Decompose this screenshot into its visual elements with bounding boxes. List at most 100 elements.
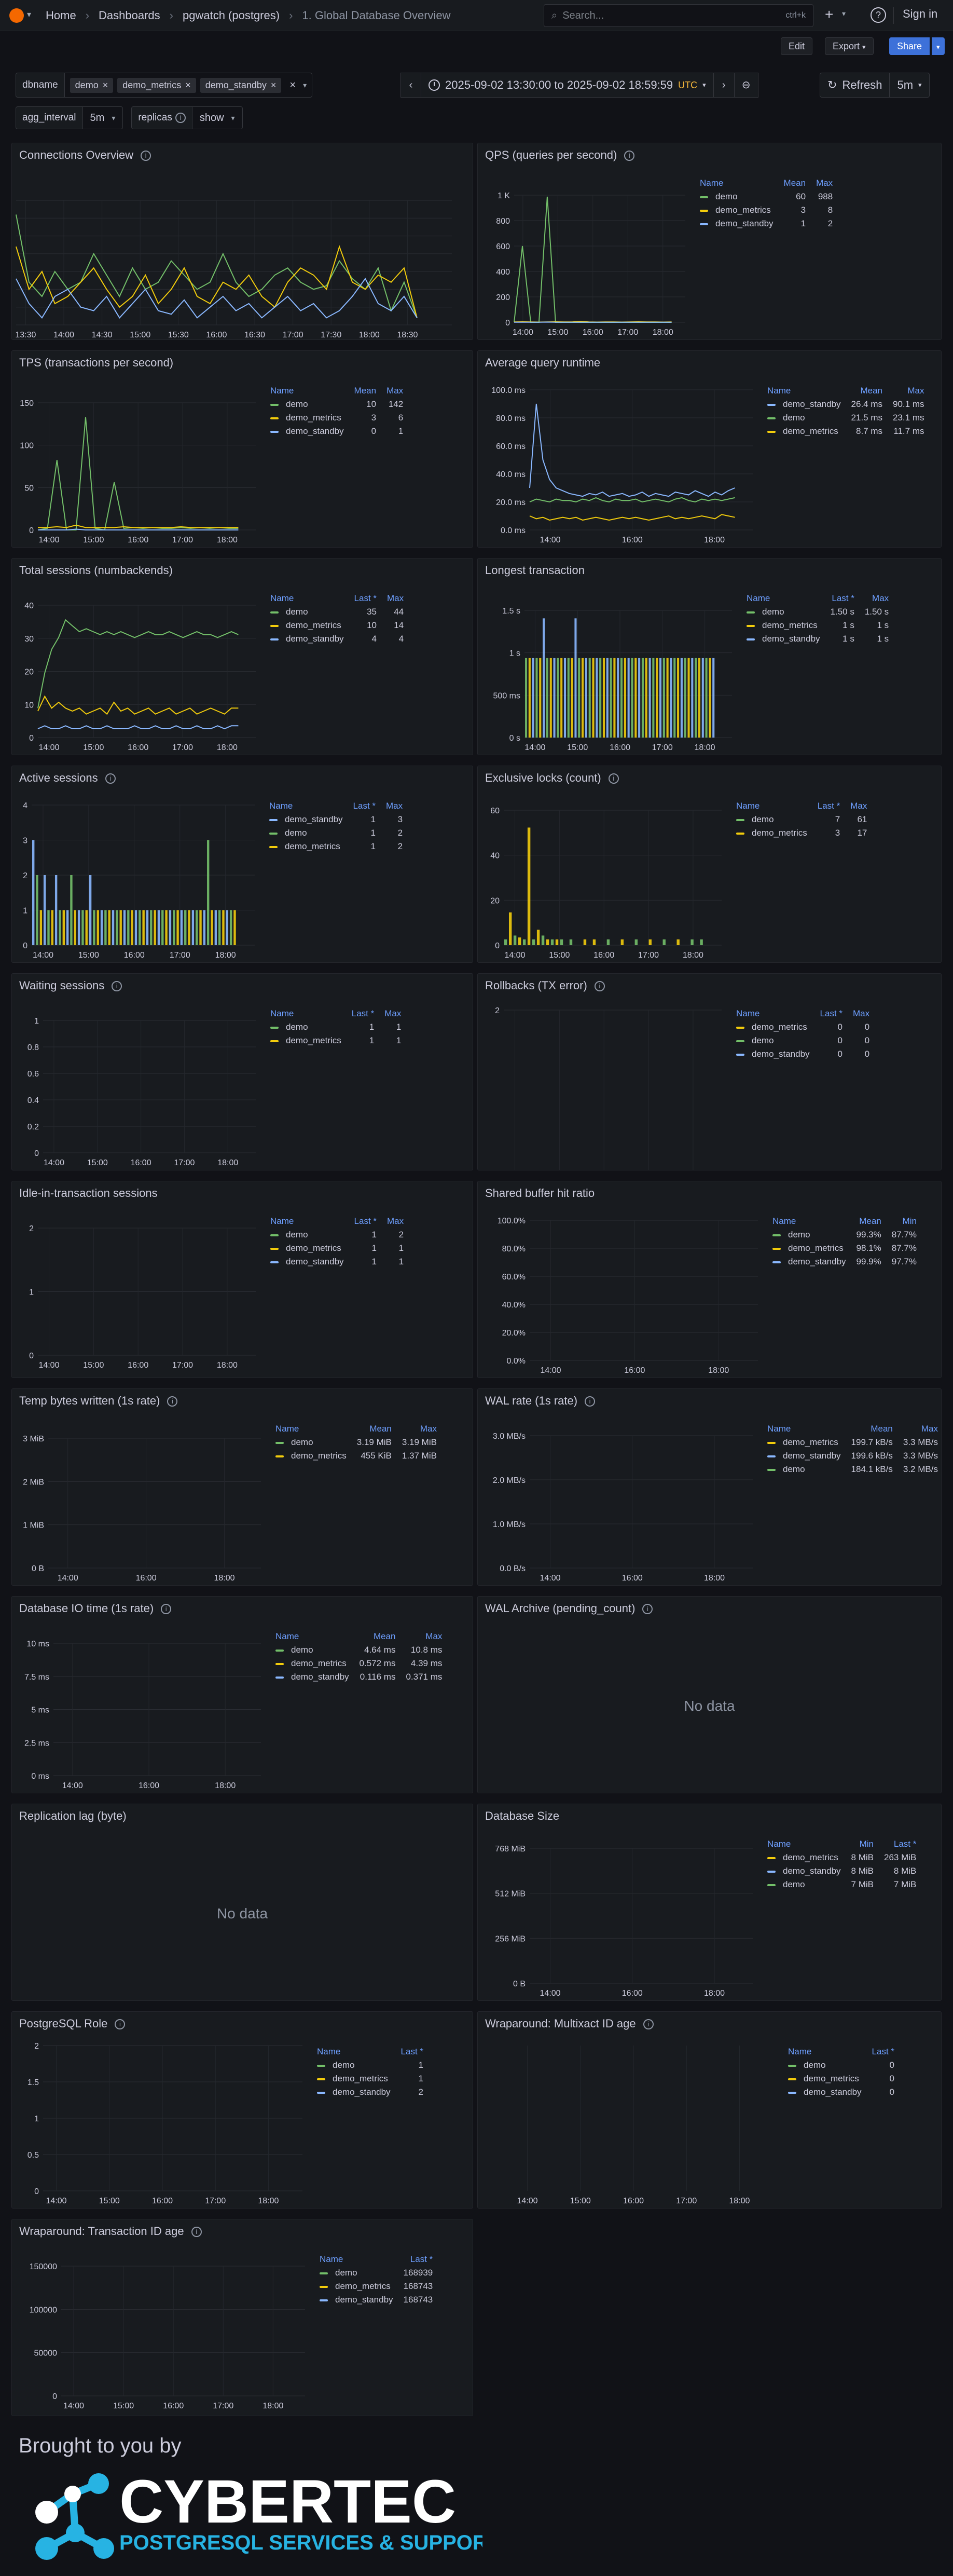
info-icon[interactable]: i bbox=[105, 773, 116, 784]
legend-row[interactable]: demo_metrics 98.1% 87.7% bbox=[767, 1242, 922, 1255]
refresh-interval-select[interactable]: 5m ▾ bbox=[890, 73, 930, 98]
legend-row[interactable]: demo_standby 4 4 bbox=[265, 632, 409, 646]
legend-row[interactable]: demo_standby 0 0 bbox=[731, 1047, 875, 1061]
legend-row[interactable]: demo 1 2 bbox=[265, 1228, 409, 1242]
legend-column-header[interactable]: Mean bbox=[369, 1424, 392, 1434]
legend-row[interactable]: demo_standby 0.116 ms 0.371 ms bbox=[270, 1670, 447, 1684]
legend-row[interactable]: demo_standby 1 2 bbox=[695, 217, 838, 230]
legend-column-header[interactable]: Last * bbox=[354, 1216, 377, 1226]
legend-row[interactable]: demo 184.1 kB/s 3.2 MB/s bbox=[762, 1463, 941, 1476]
legend-row[interactable]: demo_metrics 0.572 ms 4.39 ms bbox=[270, 1657, 447, 1670]
legend-row[interactable]: demo 60 988 bbox=[695, 190, 838, 203]
legend-row[interactable]: demo_metrics 3 6 bbox=[265, 411, 408, 425]
legend-row[interactable]: demo_metrics 1 1 bbox=[265, 1034, 406, 1047]
info-icon[interactable]: i bbox=[161, 1604, 172, 1615]
export-button[interactable]: Export ▾ bbox=[825, 37, 874, 55]
legend-row[interactable]: demo_standby 1 3 bbox=[264, 813, 408, 826]
legend-column-header[interactable]: Mean bbox=[871, 1424, 893, 1434]
legend-row[interactable]: demo 35 44 bbox=[265, 605, 409, 619]
add-icon[interactable]: + bbox=[825, 6, 834, 22]
share-button[interactable]: Share bbox=[889, 37, 930, 55]
legend-row[interactable]: demo_metrics 3 17 bbox=[731, 826, 872, 840]
legend-column-header[interactable]: Name bbox=[767, 386, 791, 396]
legend-row[interactable]: demo_standby 2 bbox=[312, 2086, 429, 2099]
info-icon[interactable]: i bbox=[585, 1396, 596, 1407]
legend-column-header[interactable]: Last * bbox=[893, 1839, 917, 1849]
info-icon[interactable]: i bbox=[191, 2227, 202, 2238]
legend-column-header[interactable]: Max bbox=[384, 1008, 402, 1018]
dbname-select[interactable]: demo × demo_metrics × demo_standby × × ▾ bbox=[64, 73, 313, 98]
legend-column-header[interactable]: Last * bbox=[832, 593, 854, 603]
legend-row[interactable]: demo_metrics 1 2 bbox=[264, 840, 408, 853]
legend-column-header[interactable]: Last * bbox=[872, 2047, 895, 2056]
legend-column-header[interactable]: Name bbox=[700, 178, 724, 188]
legend-column-header[interactable]: Mean bbox=[860, 386, 883, 396]
legend-column-header[interactable]: Name bbox=[270, 386, 294, 396]
legend-row[interactable]: demo_metrics 1 s 1 s bbox=[741, 619, 894, 632]
breadcrumb-home[interactable]: Home bbox=[46, 9, 76, 22]
legend-column-header[interactable]: Name bbox=[736, 1008, 760, 1018]
share-options-button[interactable]: ▾ bbox=[932, 37, 945, 55]
legend-row[interactable]: demo_standby 168743 bbox=[314, 2293, 438, 2307]
info-icon[interactable]: i bbox=[141, 151, 151, 161]
legend-row[interactable]: demo_standby 1 1 bbox=[265, 1255, 409, 1269]
legend-column-header[interactable]: Name bbox=[736, 801, 760, 811]
legend-row[interactable]: demo 1 1 bbox=[265, 1020, 406, 1034]
legend-column-header[interactable]: Name bbox=[317, 2047, 341, 2056]
legend-column-header[interactable]: Mean bbox=[354, 386, 377, 396]
legend-row[interactable]: demo 10 142 bbox=[265, 398, 408, 411]
agg-interval-select[interactable]: 5m ▾ bbox=[82, 106, 123, 129]
info-icon[interactable]: i bbox=[167, 1396, 178, 1407]
refresh-button[interactable]: ↻ Refresh bbox=[820, 73, 890, 98]
legend-column-header[interactable]: Max bbox=[907, 386, 924, 396]
legend-row[interactable]: demo 1 2 bbox=[264, 826, 408, 840]
zoom-out-icon[interactable]: ⊖ bbox=[734, 73, 758, 98]
time-range-button[interactable]: 2025-09-02 13:30:00 to 2025-09-02 18:59:… bbox=[421, 73, 714, 98]
legend-row[interactable]: demo_metrics 455 KiB 1.37 MiB bbox=[270, 1449, 442, 1463]
legend-column-header[interactable]: Mean bbox=[373, 1631, 396, 1641]
chevron-down-icon[interactable]: ▾ bbox=[303, 80, 307, 89]
legend-column-header[interactable]: Name bbox=[270, 1216, 294, 1226]
legend-column-header[interactable]: Mean bbox=[859, 1216, 881, 1226]
legend-column-header[interactable]: Name bbox=[270, 593, 294, 603]
legend-column-header[interactable]: Name bbox=[320, 2254, 343, 2264]
info-icon[interactable]: i bbox=[643, 2019, 654, 2030]
time-back-button[interactable]: ‹ bbox=[400, 73, 421, 98]
legend-column-header[interactable]: Name bbox=[270, 1008, 294, 1018]
remove-icon[interactable]: × bbox=[270, 79, 277, 90]
legend-row[interactable]: demo 3.19 MiB 3.19 MiB bbox=[270, 1436, 442, 1449]
info-icon[interactable]: i bbox=[594, 981, 605, 992]
legend-row[interactable]: demo_standby 1 s 1 s bbox=[741, 632, 894, 646]
legend-row[interactable]: demo 0 0 bbox=[731, 1034, 875, 1047]
dbname-chip[interactable]: demo × bbox=[70, 77, 114, 93]
legend-row[interactable]: demo_standby 99.9% 97.7% bbox=[767, 1255, 922, 1269]
legend-column-header[interactable]: Min bbox=[902, 1216, 917, 1226]
dbname-chip[interactable]: demo_standby × bbox=[200, 77, 282, 93]
legend-column-header[interactable]: Last * bbox=[400, 2047, 424, 2056]
dbname-chip[interactable]: demo_metrics × bbox=[117, 77, 196, 93]
legend-row[interactable]: demo_standby 0 1 bbox=[265, 425, 408, 438]
legend-column-header[interactable]: Max bbox=[816, 178, 833, 188]
info-icon[interactable]: i bbox=[112, 981, 122, 992]
legend-column-header[interactable]: Max bbox=[921, 1424, 938, 1434]
chevron-down-icon[interactable]: ▾ bbox=[842, 9, 846, 18]
legend-row[interactable]: demo_metrics 1 1 bbox=[265, 1242, 409, 1255]
info-icon[interactable]: i bbox=[624, 151, 635, 161]
info-icon[interactable]: i bbox=[642, 1604, 653, 1615]
legend-row[interactable]: demo_metrics 10 14 bbox=[265, 619, 409, 632]
legend-column-header[interactable]: Name bbox=[747, 593, 770, 603]
legend-row[interactable]: demo 4.64 ms 10.8 ms bbox=[270, 1643, 447, 1657]
legend-column-header[interactable]: Max bbox=[387, 1216, 404, 1226]
legend-row[interactable]: demo_metrics 3 8 bbox=[695, 203, 838, 217]
info-icon[interactable]: i bbox=[608, 773, 619, 784]
legend-row[interactable]: demo_metrics 8 MiB 263 MiB bbox=[762, 1851, 921, 1864]
legend-column-header[interactable]: Max bbox=[420, 1424, 437, 1434]
sign-in-link[interactable]: Sign in bbox=[903, 7, 938, 20]
legend-column-header[interactable]: Max bbox=[386, 386, 404, 396]
chevron-down-icon[interactable]: ▾ bbox=[27, 10, 32, 19]
legend-row[interactable]: demo 7 MiB 7 MiB bbox=[762, 1878, 921, 1891]
legend-row[interactable]: demo_standby 199.6 kB/s 3.3 MB/s bbox=[762, 1449, 941, 1463]
legend-column-header[interactable]: Max bbox=[386, 801, 403, 811]
legend-column-header[interactable]: Name bbox=[767, 1839, 791, 1849]
grafana-logo-icon[interactable] bbox=[9, 8, 24, 23]
